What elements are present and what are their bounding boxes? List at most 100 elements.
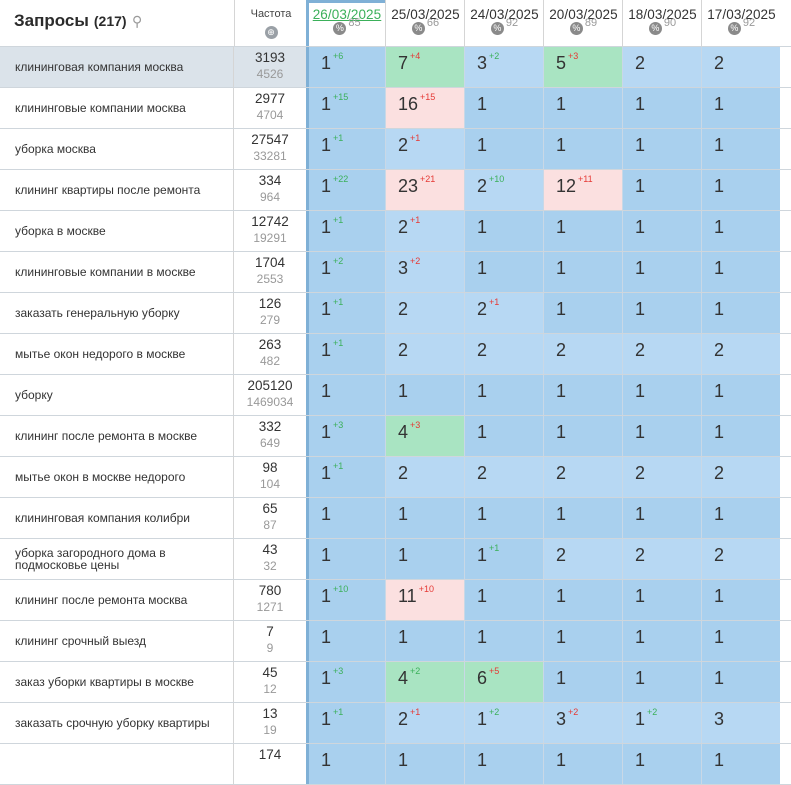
position-cell[interactable]: 1 <box>464 88 543 128</box>
position-cell[interactable]: 1 <box>701 621 780 661</box>
position-cell[interactable]: 16 +15 <box>385 88 464 128</box>
position-cell[interactable]: 3 +2 <box>543 703 622 743</box>
position-cell[interactable]: 1 <box>543 744 622 784</box>
position-cell[interactable]: 1 <box>385 744 464 784</box>
position-cell[interactable]: 2 <box>701 457 780 497</box>
query-cell[interactable]: клининг после ремонта в москве <box>0 416 234 456</box>
date-label[interactable]: 25/03/2025 <box>391 7 460 22</box>
position-cell[interactable]: 5 +3 <box>543 47 622 87</box>
position-cell[interactable]: 1 <box>385 539 464 579</box>
search-icon[interactable]: ⚲ <box>131 13 142 29</box>
date-column-header[interactable]: 24/03/2025% 92 <box>464 0 544 46</box>
position-cell[interactable]: 4 +2 <box>385 662 464 702</box>
position-cell[interactable]: 2 <box>385 293 464 333</box>
position-cell[interactable]: 1 <box>543 662 622 702</box>
position-cell[interactable]: 2 <box>543 334 622 374</box>
position-cell[interactable]: 1 <box>464 211 543 251</box>
position-cell[interactable]: 1 <box>622 580 701 620</box>
query-cell[interactable]: мытье окон в москве недорого <box>0 457 234 497</box>
position-cell[interactable]: 6 +5 <box>464 662 543 702</box>
position-cell[interactable]: 1 <box>464 621 543 661</box>
globe-icon[interactable]: ⊕ <box>264 26 278 39</box>
position-cell[interactable]: 2 <box>701 334 780 374</box>
position-cell[interactable]: 1 <box>701 129 780 169</box>
position-cell[interactable]: 3 +2 <box>464 47 543 87</box>
date-column-header[interactable]: 25/03/2025% 66 <box>385 0 465 46</box>
position-cell[interactable]: 1 <box>543 498 622 538</box>
position-cell[interactable]: 1 +1 <box>306 457 385 497</box>
position-cell[interactable]: 1 <box>622 252 701 292</box>
position-cell[interactable]: 2 <box>622 539 701 579</box>
position-cell[interactable]: 2 <box>701 539 780 579</box>
position-cell[interactable]: 1 <box>464 252 543 292</box>
position-cell[interactable]: 11 +10 <box>385 580 464 620</box>
date-column-header[interactable]: 26/03/2025% 85 <box>306 0 385 46</box>
position-cell[interactable]: 1 +1 <box>464 539 543 579</box>
position-cell[interactable]: 1 <box>701 580 780 620</box>
query-cell[interactable]: мытье окон недорого в москве <box>0 334 234 374</box>
position-cell[interactable]: 1 <box>543 416 622 456</box>
table-row[interactable]: клининговые компании москва 2977 4704 1 +15 1… <box>0 88 791 129</box>
position-cell[interactable]: 1 <box>464 580 543 620</box>
table-row[interactable]: уборка загородного дома в подмосковье це… <box>0 539 791 580</box>
position-cell[interactable]: 2 +1 <box>385 129 464 169</box>
position-cell[interactable]: 2 <box>385 334 464 374</box>
position-cell[interactable]: 1 +1 <box>306 211 385 251</box>
date-column-header[interactable]: 18/03/2025% 90 <box>622 0 702 46</box>
table-row[interactable]: клининговая компания москва 3193 4526 1 +6 7 +… <box>0 47 791 88</box>
position-cell[interactable]: 2 <box>464 457 543 497</box>
query-cell[interactable]: заказ уборки квартиры в москве <box>0 662 234 702</box>
position-cell[interactable]: 1 +2 <box>622 703 701 743</box>
table-row[interactable]: мытье окон недорого в москве 263 482 1 +1 2 2 2… <box>0 334 791 375</box>
position-cell[interactable]: 1 <box>701 170 780 210</box>
position-cell[interactable]: 1 <box>701 211 780 251</box>
position-cell[interactable]: 1 <box>543 252 622 292</box>
date-label[interactable]: 17/03/2025 <box>707 7 776 22</box>
position-cell[interactable]: 2 <box>622 334 701 374</box>
position-cell[interactable]: 1 +3 <box>306 662 385 702</box>
position-cell[interactable]: 1 <box>464 129 543 169</box>
frequency-header[interactable]: Частота ⊕ <box>234 0 307 46</box>
position-cell[interactable]: 2 <box>701 47 780 87</box>
position-cell[interactable]: 1 <box>464 498 543 538</box>
query-cell[interactable]: клининг после ремонта москва <box>0 580 234 620</box>
position-cell[interactable]: 2 <box>622 457 701 497</box>
position-cell[interactable]: 2 <box>543 539 622 579</box>
position-cell[interactable]: 1 <box>306 744 385 784</box>
position-cell[interactable]: 1 <box>543 88 622 128</box>
query-cell[interactable]: клининговая компания колибри <box>0 498 234 538</box>
position-cell[interactable]: 1 <box>622 293 701 333</box>
position-cell[interactable]: 1 +1 <box>306 334 385 374</box>
position-cell[interactable]: 1 <box>701 252 780 292</box>
position-cell[interactable]: 1 <box>622 416 701 456</box>
position-cell[interactable]: 1 <box>622 129 701 169</box>
position-cell[interactable]: 1 <box>464 416 543 456</box>
query-cell[interactable]: заказать генеральную уборку <box>0 293 234 333</box>
position-cell[interactable]: 1 <box>701 662 780 702</box>
position-cell[interactable]: 2 +10 <box>464 170 543 210</box>
position-cell[interactable]: 3 +2 <box>385 252 464 292</box>
query-cell[interactable]: уборка в москве <box>0 211 234 251</box>
table-row[interactable]: клининговая компания колибри 65 87 1 1 1 1 1 1 <box>0 498 791 539</box>
query-cell[interactable]: клининг квартиры после ремонта <box>0 170 234 210</box>
position-cell[interactable]: 1 <box>385 375 464 415</box>
table-row[interactable]: заказать срочную уборку квартиры 13 19 1 +1 2… <box>0 703 791 744</box>
position-cell[interactable]: 1 <box>701 744 780 784</box>
date-label[interactable]: 26/03/2025 <box>312 7 382 22</box>
table-row[interactable]: заказать генеральную уборку 126 279 1 +1 2 2 +1… <box>0 293 791 334</box>
position-cell[interactable]: 1 +6 <box>306 47 385 87</box>
query-cell[interactable]: уборка москва <box>0 129 234 169</box>
position-cell[interactable]: 1 <box>385 621 464 661</box>
position-cell[interactable]: 1 <box>622 211 701 251</box>
query-cell[interactable]: заказать срочную уборку квартиры <box>0 703 234 743</box>
position-cell[interactable]: 1 <box>543 621 622 661</box>
query-cell[interactable] <box>0 744 234 784</box>
table-row[interactable]: клининг квартиры после ремонта 334 964 1 +22… <box>0 170 791 211</box>
date-label[interactable]: 18/03/2025 <box>628 7 697 22</box>
table-row[interactable]: 174 1 1 1 1 1 1 <box>0 744 791 785</box>
position-cell[interactable]: 1 +10 <box>306 580 385 620</box>
table-row[interactable]: уборку 205120 1469034 1 1 1 1 1 1 <box>0 375 791 416</box>
position-cell[interactable]: 1 <box>622 375 701 415</box>
position-cell[interactable]: 1 <box>464 375 543 415</box>
query-cell[interactable]: уборку <box>0 375 234 415</box>
